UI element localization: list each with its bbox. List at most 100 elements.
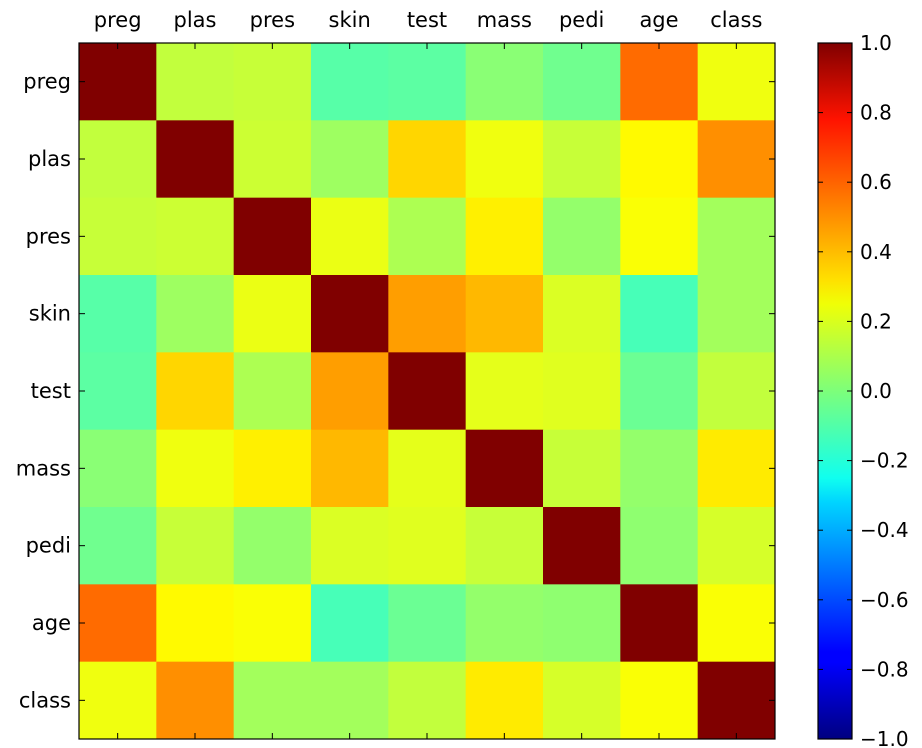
heatmap-cell bbox=[311, 43, 389, 121]
heatmap-cell bbox=[388, 197, 467, 276]
colorbar-tick-label: 0.2 bbox=[860, 309, 892, 333]
heatmap-cell bbox=[620, 661, 699, 740]
heatmap-cell bbox=[156, 429, 235, 508]
y-tick-label: pedi bbox=[26, 534, 71, 558]
heatmap-cell bbox=[465, 661, 544, 740]
heatmap-cell bbox=[156, 352, 235, 431]
heatmap-cell bbox=[233, 275, 312, 353]
x-tick-label: class bbox=[710, 8, 762, 32]
heatmap-cell bbox=[543, 584, 621, 663]
y-tick-label: plas bbox=[28, 147, 71, 171]
heatmap-cell bbox=[697, 43, 776, 121]
heatmap-cell bbox=[388, 584, 467, 663]
y-axis-ticks: preg plas pres skin test mass pedi age class bbox=[16, 70, 775, 712]
heatmap-cell bbox=[465, 43, 544, 121]
heatmap-cell bbox=[697, 584, 776, 663]
colorbar-tick-label: −0.6 bbox=[860, 588, 909, 612]
colorbar-tick-label: 1.0 bbox=[860, 31, 892, 55]
colorbar-tick-label: −0.4 bbox=[860, 518, 909, 542]
heatmap-cell bbox=[543, 429, 621, 508]
heatmap-cell bbox=[543, 507, 621, 585]
heatmap-cell bbox=[388, 507, 467, 585]
heatmap-cell bbox=[156, 661, 235, 740]
x-tick-label: mass bbox=[477, 8, 532, 32]
heatmap-cell bbox=[697, 275, 776, 353]
heatmap-cell bbox=[79, 352, 157, 431]
heatmap-cell bbox=[465, 275, 544, 353]
heatmap-cell bbox=[79, 507, 157, 585]
heatmap-cell bbox=[388, 43, 467, 121]
colorbar bbox=[817, 42, 853, 740]
heatmap-cells bbox=[79, 43, 776, 740]
y-tick-label: age bbox=[32, 611, 71, 635]
heatmap-cell bbox=[156, 275, 235, 353]
heatmap-cell bbox=[79, 197, 157, 276]
heatmap-cell bbox=[388, 352, 467, 431]
heatmap-cell bbox=[311, 275, 389, 353]
heatmap-cell bbox=[543, 352, 621, 431]
colorbar-tick-label: −0.8 bbox=[860, 657, 909, 681]
heatmap-cell bbox=[233, 661, 312, 740]
heatmap-cell bbox=[156, 584, 235, 663]
colorbar-tick-label: 0.6 bbox=[860, 170, 892, 194]
y-tick-label: pres bbox=[26, 224, 71, 248]
heatmap-cell bbox=[620, 197, 699, 276]
heatmap-cell bbox=[233, 507, 312, 585]
heatmap-cell bbox=[311, 120, 389, 199]
x-tick-label: test bbox=[407, 8, 447, 32]
heatmap-cell bbox=[697, 352, 776, 431]
colorbar-tick-label: −1.0 bbox=[860, 727, 909, 748]
y-tick-label: class bbox=[19, 688, 71, 712]
heatmap-cell bbox=[543, 275, 621, 353]
heatmap-cell bbox=[388, 429, 467, 508]
heatmap-cell bbox=[543, 43, 621, 121]
heatmap-cell bbox=[465, 120, 544, 199]
heatmap-cell bbox=[543, 120, 621, 199]
x-axis-ticks: preg plas pres skin test mass pedi age class bbox=[94, 8, 762, 739]
heatmap-cell bbox=[311, 507, 389, 585]
heatmap-cell bbox=[388, 661, 467, 740]
x-tick-label: age bbox=[639, 8, 678, 32]
heatmap-cell bbox=[388, 275, 467, 353]
heatmap-cell bbox=[79, 584, 157, 663]
heatmap-cell bbox=[388, 120, 467, 199]
heatmap-cell bbox=[233, 584, 312, 663]
heatmap-cell bbox=[543, 661, 621, 740]
heatmap-cell bbox=[233, 197, 312, 276]
heatmap-cell bbox=[311, 197, 389, 276]
heatmap-cell bbox=[156, 120, 235, 199]
heatmap-cell bbox=[620, 584, 699, 663]
heatmap-cell bbox=[233, 429, 312, 508]
heatmap-cell bbox=[620, 120, 699, 199]
heatmap-cell bbox=[156, 507, 235, 585]
colorbar-tick-label: 0.0 bbox=[860, 379, 892, 403]
heatmap-cell bbox=[311, 429, 389, 508]
y-tick-label: skin bbox=[29, 302, 71, 326]
heatmap-cell bbox=[465, 352, 544, 431]
x-tick-label: pres bbox=[250, 8, 295, 32]
colorbar-tick-label: −0.2 bbox=[860, 449, 909, 473]
y-tick-label: mass bbox=[16, 456, 71, 480]
x-tick-label: pedi bbox=[559, 8, 604, 32]
heatmap-cell bbox=[697, 120, 776, 199]
heatmap-cell bbox=[620, 43, 699, 121]
y-tick-label: preg bbox=[23, 70, 71, 94]
heatmap-cell bbox=[465, 584, 544, 663]
heatmap-cell bbox=[543, 197, 621, 276]
heatmap-cell bbox=[620, 507, 699, 585]
heatmap-cell bbox=[311, 352, 389, 431]
heatmap-cell bbox=[233, 352, 312, 431]
heatmap-cell bbox=[233, 43, 312, 121]
heatmap-cell bbox=[697, 661, 776, 740]
heatmap-cell bbox=[79, 275, 157, 353]
heatmap-cell bbox=[79, 120, 157, 199]
heatmap-cell bbox=[156, 197, 235, 276]
heatmap-cell bbox=[620, 352, 699, 431]
heatmap-cell bbox=[620, 275, 699, 353]
colorbar-tick-label: 0.8 bbox=[860, 101, 892, 125]
heatmap-cell bbox=[156, 43, 235, 121]
heatmap-cell bbox=[697, 197, 776, 276]
colorbar-tick-label: 0.4 bbox=[860, 240, 892, 264]
colorbar-ticks: 1.0 0.8 0.6 0.4 0.2 0.0 −0.2 −0.4 −0.6 −0.8 −1.0 bbox=[818, 31, 909, 748]
